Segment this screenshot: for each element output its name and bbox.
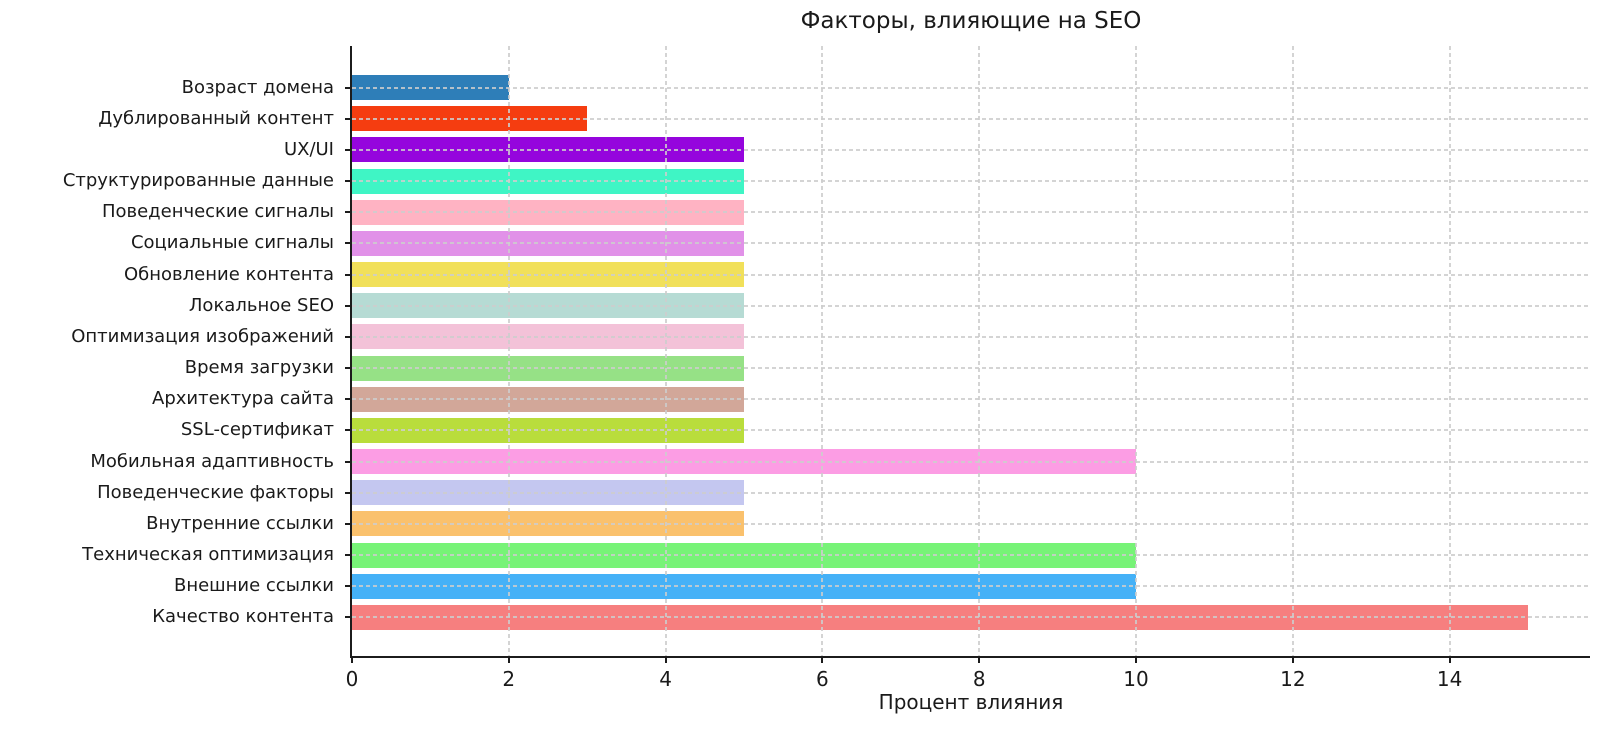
horizontal-gridline (352, 522, 1590, 525)
x-tick-mark (664, 658, 667, 663)
y-tick-label: Внешние ссылки (173, 575, 334, 597)
horizontal-gridline (352, 367, 1590, 370)
x-tick-mark (1291, 658, 1294, 663)
x-tick-mark (821, 658, 824, 663)
y-tick-mark (345, 304, 350, 307)
y-tick-mark (345, 117, 350, 120)
vertical-gridline (1448, 46, 1451, 656)
y-tick-mark (345, 554, 350, 557)
y-tick-mark (345, 585, 350, 588)
y-tick-mark (345, 148, 350, 151)
y-tick-label: SSL-сертификат (180, 419, 334, 441)
x-tick-mark (1135, 658, 1138, 663)
y-tick-label: Структурированные данные (62, 170, 334, 192)
y-tick-mark (345, 86, 350, 89)
y-tick-label: UX/UI (283, 138, 334, 160)
y-tick-label: Поведенческие сигналы (101, 201, 334, 223)
horizontal-gridline (352, 148, 1590, 151)
horizontal-gridline (352, 554, 1590, 557)
x-tick-label: 8 (972, 667, 986, 691)
horizontal-gridline (352, 180, 1590, 183)
vertical-gridline (1291, 46, 1294, 656)
y-tick-mark (345, 180, 350, 183)
x-axis-spine (350, 656, 1590, 658)
y-tick-label: Дублированный контент (98, 107, 334, 129)
y-tick-label: Техническая оптимизация (82, 544, 334, 566)
y-tick-mark (345, 398, 350, 401)
x-tick-mark (351, 658, 353, 663)
horizontal-gridline (352, 273, 1590, 276)
y-tick-label: Возраст домена (181, 76, 334, 98)
y-tick-label: Архитектура сайта (152, 388, 334, 410)
x-tick-mark (1448, 658, 1451, 663)
vertical-gridline (821, 46, 824, 656)
y-tick-label: Оптимизация изображений (71, 325, 334, 347)
y-tick-mark (345, 491, 350, 494)
y-tick-label: Локальное SEO (188, 294, 334, 316)
y-tick-label: Внутренние ссылки (146, 512, 334, 534)
x-tick-label: 14 (1436, 667, 1463, 691)
horizontal-gridline (352, 211, 1590, 214)
horizontal-gridline (352, 86, 1590, 89)
horizontal-gridline (352, 585, 1590, 588)
x-tick-label: 4 (659, 667, 672, 691)
y-tick-mark (345, 460, 350, 463)
horizontal-gridline (352, 429, 1590, 432)
y-tick-label: Качество контента (152, 606, 334, 628)
y-tick-mark (345, 273, 350, 276)
y-axis-labels: Возраст домена Дублированный контент UX/UI… (0, 46, 342, 656)
x-tick-mark (507, 658, 510, 663)
vertical-gridline (664, 46, 667, 656)
y-tick-mark (345, 242, 350, 245)
horizontal-gridline (352, 242, 1590, 245)
y-axis-spine (350, 46, 352, 658)
y-tick-mark (345, 522, 350, 525)
y-tick-label: Время загрузки (184, 357, 334, 379)
x-tick-label: 10 (1123, 667, 1149, 691)
horizontal-gridline (352, 460, 1590, 463)
y-tick-mark (345, 367, 350, 370)
horizontal-gridline (352, 491, 1590, 494)
horizontal-gridline (352, 398, 1590, 401)
y-tick-label: Обновление контента (124, 263, 334, 285)
x-axis-title: Процент влияния (878, 690, 1064, 714)
y-tick-label: Поведенческие факторы (97, 481, 334, 503)
horizontal-gridline (352, 304, 1590, 307)
vertical-gridline (1135, 46, 1138, 656)
y-tick-mark (345, 211, 350, 214)
x-tick-label: 2 (502, 667, 516, 691)
plot-area: 0 2 4 6 8 10 12 14 (345, 46, 1590, 691)
y-tick-label: Мобильная адаптивность (90, 450, 334, 472)
chart-title: Факторы, влияющие на SEO (800, 8, 1142, 34)
y-tick-mark (345, 335, 350, 338)
y-tick-label: Социальные сигналы (130, 232, 334, 254)
x-tick-mark (978, 658, 981, 663)
y-tick-mark (345, 429, 350, 432)
horizontal-gridline (352, 335, 1590, 338)
y-tick-mark (345, 616, 350, 619)
x-tick-label: 0 (345, 667, 359, 691)
horizontal-gridline (352, 117, 1590, 120)
x-tick-label: 6 (816, 667, 829, 691)
vertical-gridline (978, 46, 981, 656)
x-tick-label: 12 (1280, 667, 1306, 691)
vertical-gridline (507, 46, 510, 656)
horizontal-gridline (352, 616, 1590, 619)
